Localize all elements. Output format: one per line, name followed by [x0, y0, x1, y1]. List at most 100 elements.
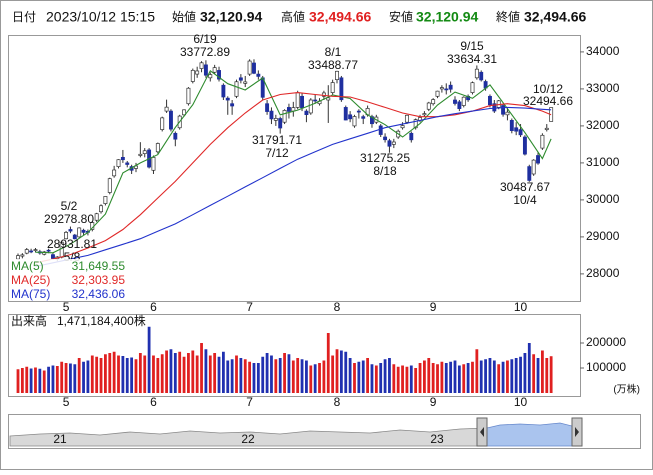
candle-body	[435, 90, 440, 97]
candle-body	[330, 82, 335, 93]
volume-bar	[143, 355, 147, 393]
annotation-price: 30487.67	[500, 180, 550, 194]
annotation-date: 9/15	[460, 39, 484, 53]
volume-bar	[532, 354, 536, 393]
volume-bar	[204, 349, 208, 393]
volume-bar	[506, 360, 509, 393]
candle-body	[164, 106, 169, 112]
volume-bar	[466, 363, 470, 393]
candle-body	[24, 249, 29, 254]
volume-bar	[484, 359, 487, 393]
volume-bar	[541, 350, 544, 393]
legend: MA(5) 31,649.55 MA(25) 32,303.95 MA(75) 32,43…	[9, 259, 127, 301]
low-label: 安値	[389, 9, 413, 24]
volume-bar	[25, 366, 29, 393]
legend-name: MA(75)	[11, 287, 50, 301]
volume-bar	[69, 363, 72, 393]
candle-body	[361, 116, 366, 119]
candle-body	[182, 109, 187, 116]
candle-body	[64, 231, 69, 240]
candle-body	[265, 103, 270, 112]
volume-bar	[427, 358, 431, 393]
candle-body	[326, 97, 331, 101]
candle-body	[400, 125, 405, 129]
volume-bar	[423, 360, 426, 393]
y-tick-label: 32000	[586, 118, 620, 132]
volume-bar	[182, 356, 186, 393]
y-tick-label: 28000	[586, 266, 620, 280]
high-value: 32,494.66	[309, 9, 371, 25]
volume-total: 1,471,184,400株	[57, 313, 146, 328]
y-tick-label: 33000	[586, 81, 620, 95]
x-tick-label: 9	[430, 395, 437, 409]
volume-bar	[130, 357, 134, 393]
candle-body	[527, 166, 532, 181]
legend-value: 32,303.95	[72, 273, 126, 287]
candle-body	[308, 99, 313, 114]
navigator-range[interactable]	[486, 422, 573, 447]
y-tick-label: 31000	[586, 155, 620, 169]
legend-name: MA(5)	[11, 259, 44, 273]
candle-body	[409, 132, 414, 141]
candle-body	[509, 120, 514, 131]
candle-body	[217, 70, 221, 80]
candle-body	[238, 77, 243, 81]
volume-bar	[383, 359, 387, 393]
volume-bar	[138, 353, 142, 393]
volume-bar	[414, 368, 418, 393]
volume-bar	[77, 358, 81, 393]
candle-body	[234, 81, 239, 97]
candle-body	[514, 127, 519, 132]
candle-body	[225, 97, 230, 101]
navigator: 21 22 23	[8, 414, 641, 449]
volume-bar	[82, 361, 85, 393]
candle-body	[186, 87, 191, 105]
volume-bar	[283, 353, 286, 393]
volume-bar	[361, 360, 365, 393]
open-label: 始値	[172, 9, 196, 24]
price-panel	[8, 35, 581, 302]
volume-bar	[519, 356, 522, 393]
volume-bar	[322, 360, 326, 393]
volume-bar	[230, 359, 234, 393]
volume-bar	[527, 343, 531, 393]
volume-bar	[318, 363, 321, 393]
annotation-date: 5/2	[61, 199, 78, 213]
volume-bar	[29, 368, 33, 393]
candle-body	[522, 136, 527, 155]
volume-bar	[418, 363, 422, 393]
close-value: 32,494.66	[524, 9, 586, 25]
volume-bar	[160, 354, 164, 393]
candle-body	[269, 110, 274, 120]
candle-body	[94, 213, 99, 221]
candle-body	[422, 113, 427, 116]
year-label: 21	[53, 432, 67, 446]
annotation-date: 6/19	[193, 32, 217, 46]
x-tick-label: 9	[430, 300, 437, 314]
volume-bar	[112, 351, 116, 393]
volume-bar	[453, 360, 457, 393]
volume-bar	[226, 360, 230, 393]
volume-bar	[488, 358, 492, 393]
volume-bar	[471, 361, 474, 393]
volume-bar	[440, 361, 444, 393]
candle-body	[470, 82, 475, 93]
candle-body	[116, 159, 121, 167]
candle-body	[199, 62, 204, 69]
volume-bar	[331, 355, 335, 393]
annotation-date: 10/12	[533, 82, 563, 96]
volume-bar	[335, 349, 339, 393]
handle-arrow	[575, 427, 579, 437]
low-value: 32,120.94	[416, 9, 478, 25]
volume-bar	[217, 356, 221, 393]
candle-body	[286, 107, 291, 112]
volume-bar	[265, 353, 269, 393]
x-tick-label: 10	[514, 300, 528, 314]
x-tick-label: 6	[150, 395, 157, 409]
y-tick-label: 100000	[586, 360, 626, 374]
volume-bar	[90, 355, 94, 393]
header: 日付 2023/10/12 15:15 始値 32,120.94 高値 32,4…	[12, 9, 586, 25]
candle-body	[252, 62, 256, 74]
candle-body	[195, 70, 200, 75]
